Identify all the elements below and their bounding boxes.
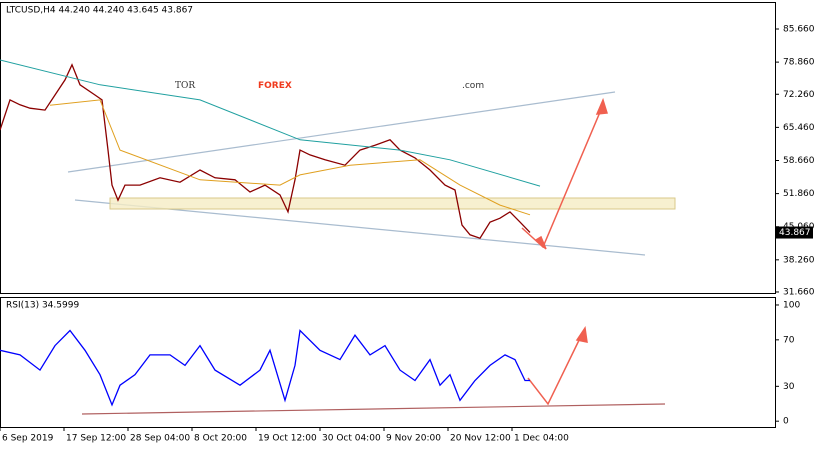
- series-line: [0, 59, 541, 187]
- series-line: [0, 63, 531, 239]
- last-price-label: 43.867: [779, 228, 811, 238]
- y-tick-label: 65.460: [783, 123, 815, 133]
- channel-top: [67, 91, 616, 173]
- last-price-box: [776, 226, 813, 239]
- rsi-title: RSI(13) 34.5999: [6, 301, 79, 311]
- x-tick-label: 30 Oct 04:00: [322, 434, 381, 444]
- y-tick-label: 85.660: [783, 25, 815, 35]
- x-tick-label: 20 Nov 12:00: [450, 434, 511, 444]
- x-tick-label: 28 Sep 04:00: [130, 434, 190, 444]
- price-title: LTCUSD,H4 44.240 44.240 43.645 43.867: [6, 6, 193, 16]
- rsi-trendline: [81, 403, 666, 415]
- logo-com: .com: [462, 81, 484, 91]
- series-line: [0, 329, 530, 407]
- x-tick-label: 8 Oct 20:00: [194, 434, 247, 444]
- x-tick-label: 19 Oct 12:00: [258, 434, 317, 444]
- y-tick-label: 38.260: [783, 255, 815, 265]
- logo-tor: TOR: [175, 81, 195, 91]
- x-tick-label: 9 Nov 20:00: [386, 434, 441, 444]
- y-tick-label: 78.860: [783, 58, 815, 68]
- y-tick-label: 51.860: [783, 189, 815, 199]
- x-tick-label: 17 Sep 12:00: [66, 434, 126, 444]
- price-frame: [0, 2, 776, 294]
- y-tick-label: 72.260: [783, 90, 815, 100]
- rsi-frame: [0, 297, 776, 428]
- y-tick-label: 70: [783, 335, 795, 345]
- y-tick-label: 58.660: [783, 156, 815, 166]
- support-zone: [109, 197, 676, 210]
- x-tick-label: 1 Dec 04:00: [514, 434, 569, 444]
- forecast-arrows: [521, 97, 608, 406]
- series-line: [49, 99, 531, 216]
- logo-forex: FOREX: [258, 81, 292, 91]
- y-tick-label: 0: [783, 417, 789, 427]
- x-tick-label: 6 Sep 2019: [2, 434, 54, 444]
- y-tick-label: 100: [783, 300, 800, 310]
- y-tick-label: 30: [783, 382, 795, 392]
- y-tick-label: 31.660: [783, 287, 815, 297]
